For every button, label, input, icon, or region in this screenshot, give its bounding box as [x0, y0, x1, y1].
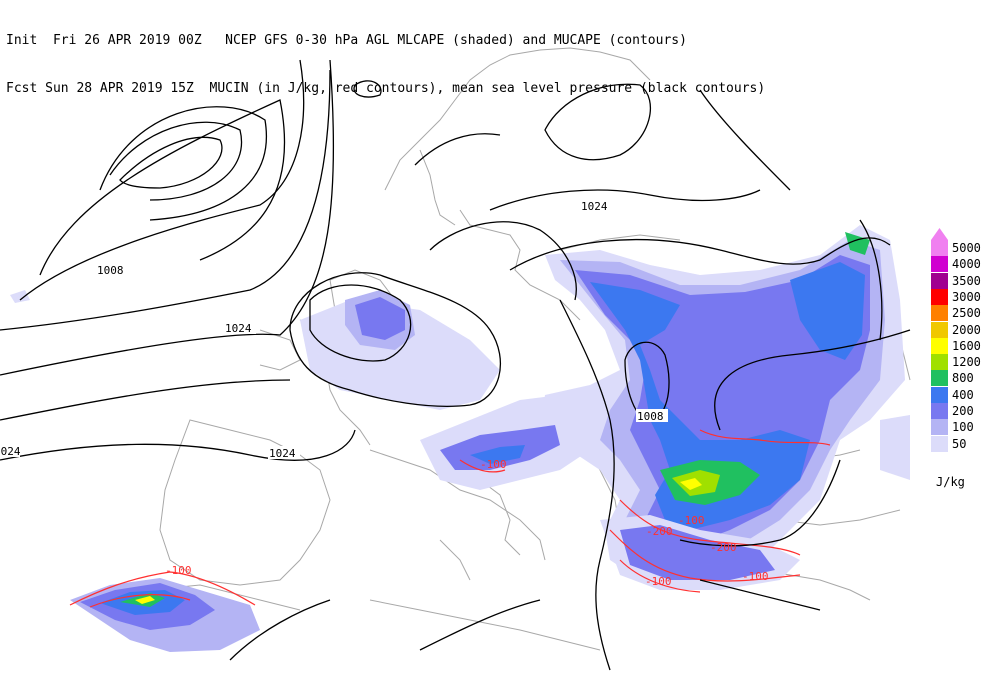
pressure-label: 1008 [97, 264, 124, 277]
legend-swatch [931, 337, 948, 354]
pressure-label: 1024 [225, 322, 252, 335]
legend-row: 50 [928, 435, 998, 452]
mucin-label: -100 [480, 458, 507, 471]
mucin-label: -100 [645, 575, 672, 588]
legend-swatch [931, 305, 948, 322]
legend-row: 100 [928, 419, 998, 436]
pressure-label: 1008 [637, 410, 664, 423]
legend-swatch [931, 419, 948, 436]
mucin-label: -200 [710, 541, 737, 554]
legend-swatch [931, 288, 948, 305]
legend-row: 3000 [928, 288, 998, 305]
legend-row: 1600 [928, 337, 998, 354]
legend-label: 1600 [952, 338, 981, 353]
legend-label: 2000 [952, 322, 981, 337]
legend-swatch [931, 386, 948, 403]
legend-label: 3500 [952, 273, 981, 288]
legend-swatch [931, 256, 948, 273]
legend-row: 3500 [928, 272, 998, 289]
pressure-contours [0, 59, 911, 671]
legend-label: 3000 [952, 289, 981, 304]
legend-label: 800 [952, 371, 974, 386]
legend-row: 4000 [928, 256, 998, 273]
legend-row: 800 [928, 370, 998, 387]
legend-label: 400 [952, 387, 974, 402]
legend-swatch [931, 370, 948, 387]
legend-label: 4000 [952, 257, 981, 272]
legend-swatch [931, 321, 948, 338]
legend-row: 2000 [928, 321, 998, 338]
legend-swatch [931, 403, 948, 419]
legend-swatch [931, 354, 948, 371]
legend-label: 200 [952, 404, 974, 418]
legend-swatch [931, 272, 948, 289]
legend-row: 1200 [928, 354, 998, 371]
mucin-labels: -100 -200 -100 -200 -100 -100 -100 [165, 458, 769, 588]
legend-row: 400 [928, 386, 998, 403]
pressure-label: 1024 [0, 445, 21, 458]
mucin-label: -200 [646, 525, 673, 538]
legend-label: 5000 [952, 241, 981, 255]
legend-arrow [931, 228, 948, 240]
legend-swatch [931, 435, 948, 452]
map-header: Init Fri 26 APR 2019 00Z NCEP GFS 0-30 h… [6, 1, 765, 113]
legend-units: J/kg [936, 475, 965, 489]
mucin-label: -100 [742, 570, 769, 583]
pressure-label: 1024 [581, 200, 608, 213]
legend-label: 2500 [952, 306, 981, 321]
legend-label: 100 [952, 420, 974, 435]
legend-row: 5000 [928, 240, 998, 256]
legend-label: 50 [952, 436, 967, 451]
header-line-forecast: Fcst Sun 28 APR 2019 15Z MUCIN (in J/kg,… [6, 81, 766, 96]
header-line-init: Init Fri 26 APR 2019 00Z NCEP GFS 0-30 h… [6, 33, 687, 48]
legend-row: 200 [928, 403, 998, 419]
mucin-label: -100 [678, 514, 705, 527]
mucin-label: -100 [165, 564, 192, 577]
legend-label: 1200 [952, 355, 981, 370]
legend-row: 2500 [928, 305, 998, 322]
mucin-contours [69, 429, 831, 608]
cape-shading [10, 225, 910, 652]
pressure-labels: 1008 1024 1024 1024 1024 1008 [0, 199, 668, 460]
pressure-label: 1024 [269, 447, 296, 460]
legend-swatch [931, 240, 948, 256]
